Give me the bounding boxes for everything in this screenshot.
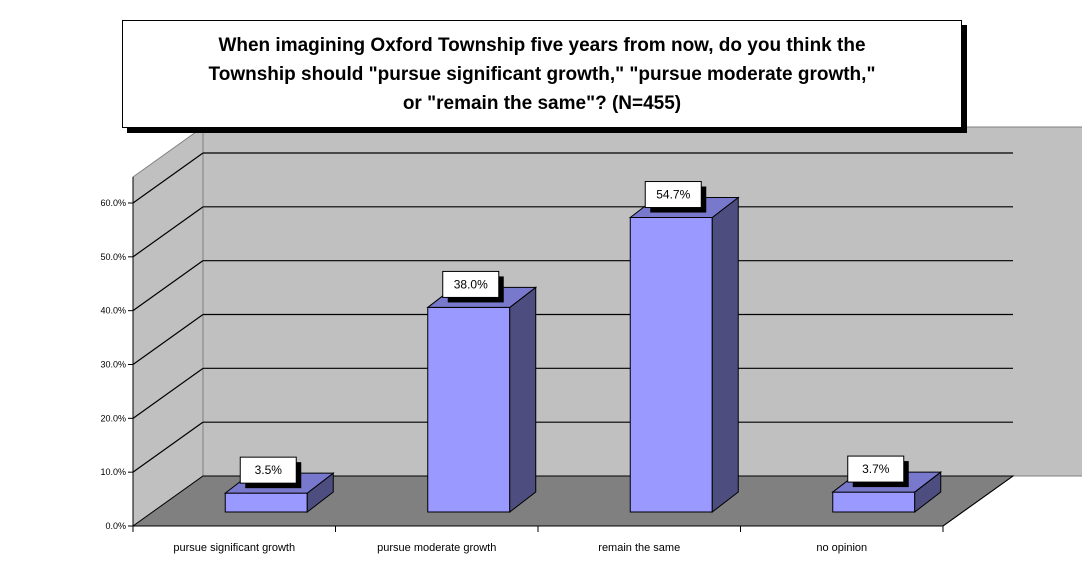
y-axis-ticks: 0.0% 10.0% 20.0% 30.0% 40.0% 50.0% 60.0% <box>100 198 133 531</box>
data-label-box <box>847 455 905 483</box>
side-wall <box>132 126 204 527</box>
floor-edge <box>942 475 1014 527</box>
x-axis-ticks: pursue significant growth pursue moderate… <box>132 526 944 554</box>
y-tick-label: 0.0% <box>105 521 126 531</box>
gridline-side <box>132 421 204 473</box>
data-label: 38.0% <box>454 277 488 291</box>
x-tick-label: remain the same <box>598 542 680 554</box>
data-label-box <box>644 181 702 209</box>
gridline-side <box>132 206 204 258</box>
y-tick-label: 40.0% <box>100 306 126 316</box>
bar-front <box>224 492 308 513</box>
x-tick-label: no opinion <box>816 542 867 554</box>
data-label: 54.7% <box>656 188 690 202</box>
chart-title: When imagining Oxford Township five year… <box>208 34 876 114</box>
bar-side <box>711 196 739 514</box>
data-label: 3.7% <box>862 462 890 476</box>
y-tick-label: 50.0% <box>100 252 126 262</box>
bar-side <box>509 286 537 514</box>
gridline-side <box>132 367 204 419</box>
bar-front <box>629 217 713 513</box>
bar-front <box>832 491 916 513</box>
gridline-side <box>132 260 204 312</box>
gridline-side <box>132 152 204 204</box>
data-labels: 3.5% 38.0% 54.7% 3.7% <box>239 181 909 489</box>
bar-front <box>427 306 511 513</box>
data-label: 3.5% <box>255 463 283 477</box>
x-tick-label: pursue significant growth <box>173 542 295 554</box>
y-tick-label: 10.0% <box>100 467 126 477</box>
chart-title-box: When imagining Oxford Township five year… <box>122 20 962 128</box>
y-tick-label: 30.0% <box>100 360 126 370</box>
gridline-side <box>132 314 204 365</box>
data-label-box <box>239 456 297 484</box>
y-tick-label: 60.0% <box>100 198 126 208</box>
x-tick-label: pursue moderate growth <box>377 542 496 554</box>
y-tick-label: 20.0% <box>100 413 126 423</box>
chart-gridlines <box>132 152 1013 473</box>
data-label-box <box>442 270 500 298</box>
